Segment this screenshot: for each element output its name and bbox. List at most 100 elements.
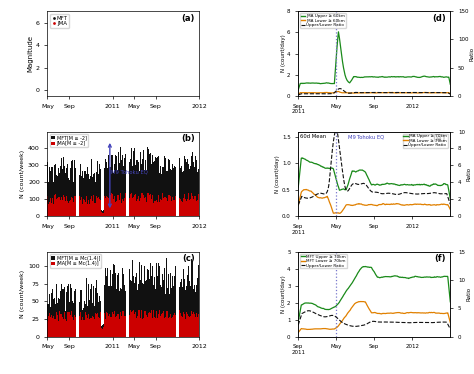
Point [175, 56, 182, 62]
Point [105, 80, 112, 86]
Point [64, 52, 72, 58]
Point [55, 64, 63, 70]
Point [186, 63, 194, 69]
Point [156, 60, 164, 66]
Point [109, 75, 116, 81]
Point [119, 56, 127, 62]
Point [127, 61, 134, 67]
Point [103, 72, 110, 78]
Point [83, 61, 91, 67]
Point [54, 57, 62, 63]
Point [152, 61, 160, 67]
Point [148, 62, 156, 68]
Point [64, 60, 71, 66]
Point [124, 71, 131, 77]
Point [108, 52, 116, 58]
Point [97, 71, 104, 77]
Point [143, 71, 150, 77]
Point [124, 66, 131, 72]
Point [96, 46, 104, 52]
Point [125, 71, 133, 77]
Point [179, 65, 187, 71]
Point [165, 64, 173, 70]
Point [51, 72, 58, 78]
Point [96, 70, 103, 76]
Point [73, 69, 81, 75]
Point [160, 72, 167, 78]
Point [146, 61, 154, 67]
Point [160, 59, 168, 65]
Point [58, 61, 65, 67]
Point [106, 58, 114, 64]
Point [165, 64, 173, 70]
Point [132, 65, 139, 71]
Point [55, 80, 62, 86]
Point [82, 57, 90, 63]
Point [89, 76, 96, 82]
Point [45, 65, 53, 71]
Point [55, 70, 63, 76]
Point [141, 71, 148, 77]
Point [104, 55, 112, 61]
Point [173, 64, 180, 70]
Point [115, 58, 122, 64]
Point [92, 53, 100, 59]
Point [151, 59, 158, 65]
Point [116, 64, 124, 70]
Point [101, 71, 109, 77]
Point [147, 66, 155, 72]
Point [103, 70, 110, 76]
Point [142, 64, 149, 70]
Point [168, 69, 175, 75]
Point [126, 60, 134, 66]
Point [64, 59, 72, 65]
Point [152, 59, 159, 65]
Point [59, 87, 66, 93]
Bar [80, 312, 81, 337]
Point [179, 72, 187, 78]
Point [47, 76, 55, 82]
Point [80, 82, 87, 88]
Point [50, 51, 57, 57]
Point [59, 55, 67, 61]
Point [93, 58, 101, 64]
Point [55, 68, 63, 74]
Point [63, 87, 71, 93]
Point [157, 82, 164, 88]
Point [183, 59, 191, 65]
Point [172, 59, 179, 65]
Point [183, 51, 191, 57]
Point [72, 73, 79, 79]
Point [179, 63, 186, 69]
Point [138, 57, 146, 63]
Point [87, 67, 95, 73]
Point [193, 63, 201, 69]
Point [47, 59, 55, 65]
Point [156, 67, 164, 73]
Point [189, 80, 197, 86]
Point [134, 72, 142, 78]
Point [156, 55, 164, 61]
Point [48, 76, 56, 82]
Point [63, 68, 70, 74]
Point [121, 80, 129, 86]
Point [85, 52, 92, 58]
Point [104, 56, 112, 62]
Point [130, 56, 137, 62]
Point [141, 53, 149, 59]
Point [69, 63, 76, 69]
Point [172, 68, 180, 74]
Point [109, 79, 116, 85]
Point [104, 68, 112, 74]
Point [193, 60, 201, 66]
Point [173, 58, 181, 64]
Point [184, 66, 192, 72]
Point [54, 76, 61, 82]
Point [66, 62, 73, 68]
Point [181, 66, 188, 72]
Point [45, 70, 53, 76]
Point [114, 62, 121, 68]
Point [182, 63, 190, 69]
Point [90, 73, 98, 79]
Bar [116, 201, 117, 216]
